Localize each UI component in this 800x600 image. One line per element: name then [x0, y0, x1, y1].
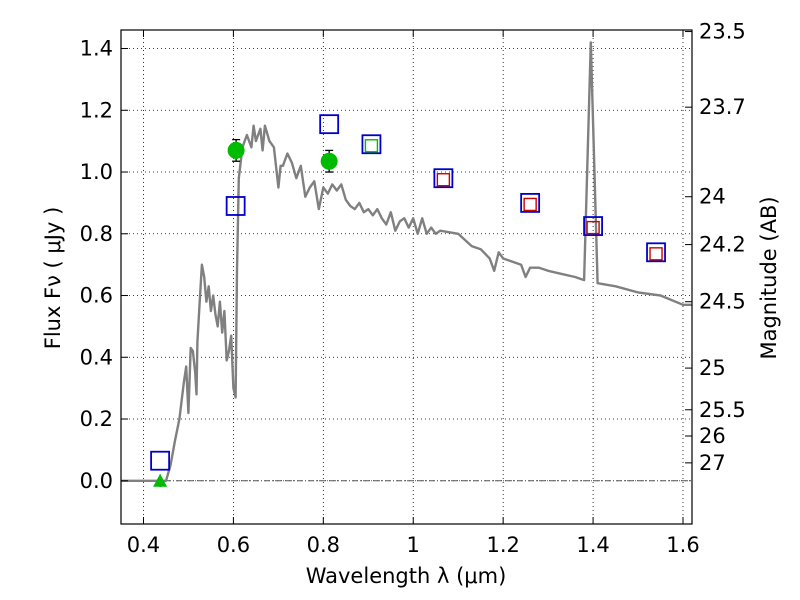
- y-tick-label: 1.0: [80, 160, 113, 184]
- x-tick-label: 0.6: [217, 533, 250, 557]
- y-tick-label: 0.2: [80, 407, 113, 431]
- model-photometry-box: [319, 114, 340, 135]
- x-tick-label: 1.2: [486, 533, 519, 557]
- grid-lines: [121, 30, 692, 524]
- y-tick-label: 0.0: [80, 469, 113, 493]
- y2-tick-label: 25: [699, 356, 726, 380]
- y-tick-label: 0.8: [80, 222, 113, 246]
- red-photometry-box: [436, 173, 451, 187]
- model-photometry-box: [646, 242, 666, 263]
- y-tick-label: 0.4: [80, 345, 113, 369]
- red-photometry-box: [586, 220, 600, 235]
- model-photometry-box: [361, 134, 382, 155]
- detection-point: [320, 152, 338, 170]
- axis-ticks: 0.4 0.6 0.8 1 1.2 1.4 1.6 0.0 0.2 0.4 0.6 0.8 1.0 1.2…: [80, 20, 746, 557]
- detection-point: [227, 141, 245, 159]
- green-photometry-box: [364, 139, 379, 153]
- y2-tick-label: 25.5: [699, 398, 746, 422]
- y-tick-label: 0.6: [80, 284, 113, 308]
- y-axis-label: Flux Fν ( μJy ): [41, 207, 65, 350]
- model-photometry-box: [583, 216, 603, 236]
- y2-tick-label: 23.7: [699, 95, 746, 119]
- upper-limit-triangle: [153, 473, 168, 487]
- y2-tick-label: 24.5: [699, 290, 746, 314]
- plot-frame: [120, 29, 693, 525]
- model-spectrum-layer: [121, 41, 692, 482]
- y2-tick-label: 24.2: [699, 233, 746, 257]
- red-photometry-box: [523, 197, 537, 212]
- model-photometry-box: [150, 450, 171, 471]
- x-tick-label: 0.4: [127, 533, 160, 557]
- model-photometry-box: [225, 196, 246, 216]
- y2-tick-label: 23.5: [699, 20, 746, 44]
- x-tick-label: 1.4: [576, 533, 609, 557]
- y2-tick-label: 26: [699, 424, 726, 448]
- photometry-layer: [150, 114, 666, 487]
- y-tick-label: 1.4: [80, 37, 113, 61]
- model-photometry-box: [520, 192, 541, 213]
- x-axis-label: Wavelength λ (μm): [306, 564, 507, 588]
- red-photometry-box: [649, 247, 663, 261]
- y2-tick-label: 27: [699, 451, 726, 475]
- y2-axis-label: Magnitude (AB): [757, 196, 781, 359]
- model-spectrum-line: [121, 41, 692, 482]
- y-tick-label: 1.2: [80, 98, 113, 122]
- y2-tick-label: 24: [699, 185, 726, 209]
- model-photometry-box: [433, 168, 454, 189]
- x-tick-label: 1.6: [666, 533, 699, 557]
- x-tick-label: 0.8: [307, 533, 340, 557]
- x-tick-label: 1: [407, 533, 420, 557]
